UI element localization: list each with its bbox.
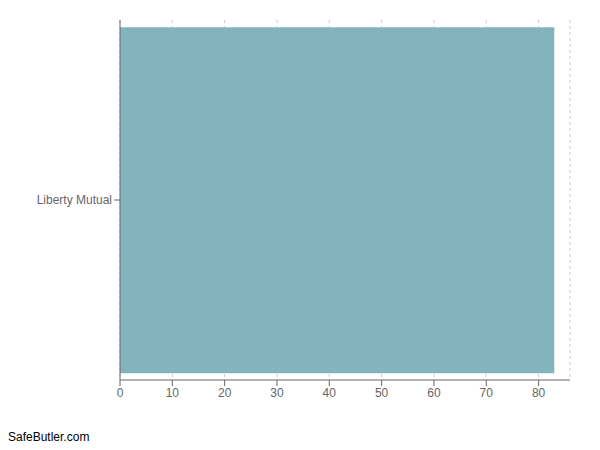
svg-text:60: 60 [427,386,441,400]
html-text:SafeButler.com: SafeButler.com [8,430,90,444]
svg-text:80: 80 [532,386,546,400]
svg-text:50: 50 [375,386,389,400]
svg-text:70: 70 [480,386,494,400]
svg-text:40: 40 [323,386,337,400]
svg-text:10: 10 [166,386,180,400]
svg-text:30: 30 [270,386,284,400]
svg-text:Liberty Mutual: Liberty Mutual [37,193,112,207]
svg-text:0: 0 [117,386,124,400]
svg-text:20: 20 [218,386,232,400]
